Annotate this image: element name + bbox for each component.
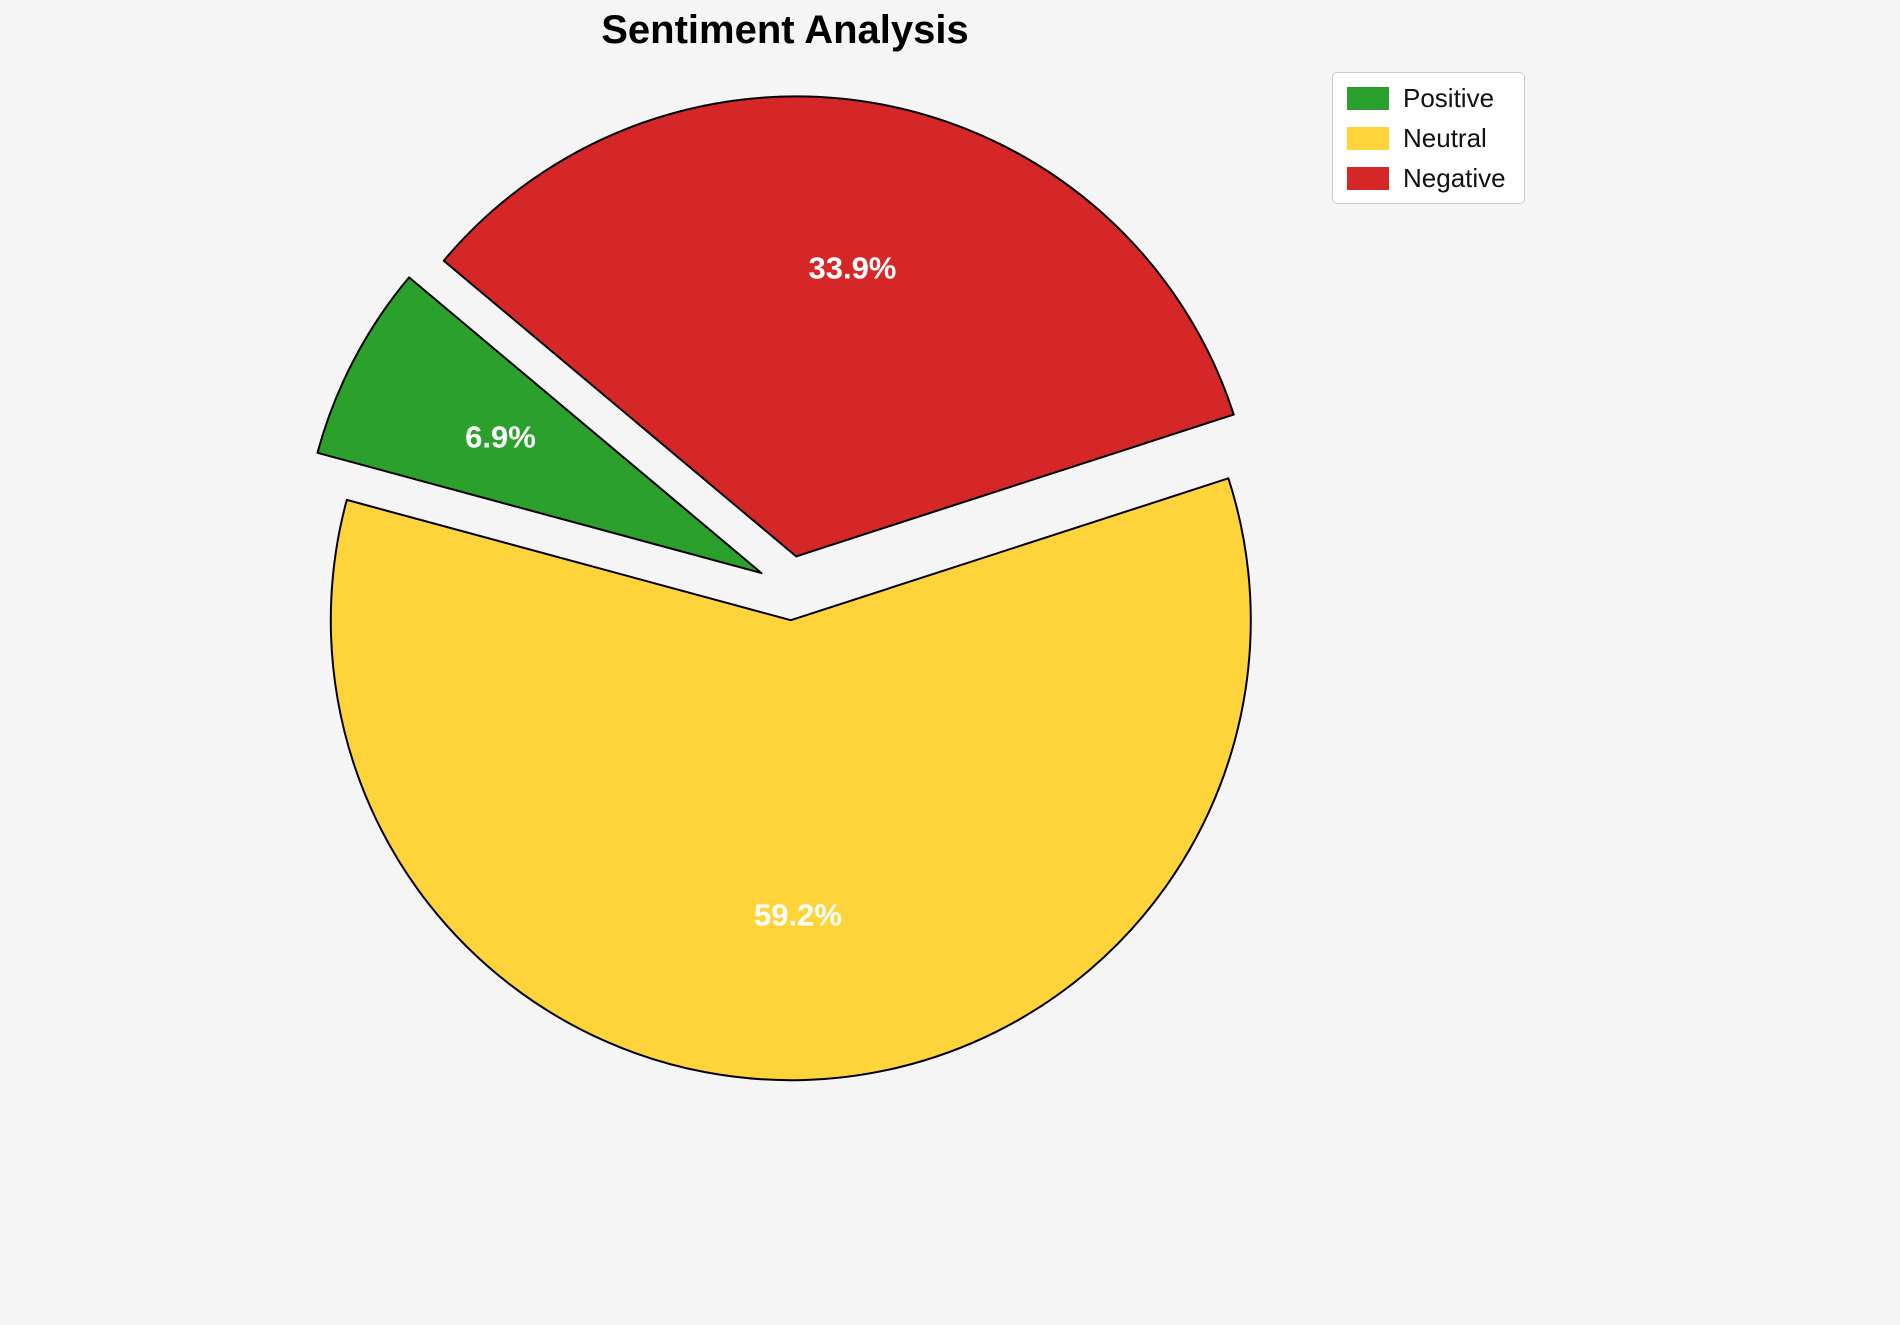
- legend: Positive Neutral Negative: [1332, 72, 1525, 204]
- legend-item-positive: Positive: [1347, 84, 1506, 112]
- pie-slice-neutral: [331, 478, 1251, 1080]
- legend-item-negative: Negative: [1347, 164, 1506, 192]
- legend-item-neutral: Neutral: [1347, 124, 1506, 152]
- legend-label-positive: Positive: [1403, 83, 1494, 114]
- pct-label-negative: 33.9%: [808, 250, 896, 285]
- pie-chart: 6.9% 59.2% 33.9%: [0, 0, 1900, 1325]
- legend-swatch-neutral: [1347, 127, 1389, 150]
- legend-label-neutral: Neutral: [1403, 123, 1487, 154]
- pct-label-positive: 6.9%: [465, 420, 536, 455]
- legend-label-negative: Negative: [1403, 163, 1506, 194]
- legend-swatch-positive: [1347, 87, 1389, 110]
- pct-label-neutral: 59.2%: [754, 897, 842, 932]
- legend-swatch-negative: [1347, 167, 1389, 190]
- chart-canvas: Sentiment Analysis 6.9%59.2%33.9% Positi…: [0, 0, 1900, 1325]
